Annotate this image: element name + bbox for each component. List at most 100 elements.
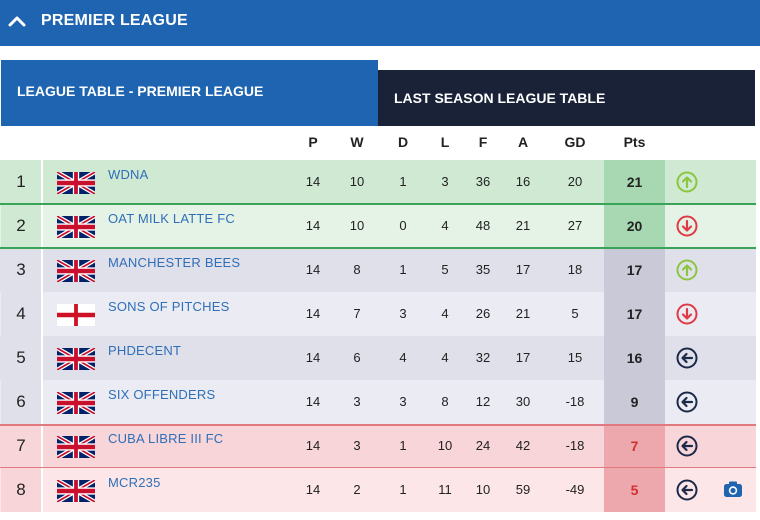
drawn-cell: 4 xyxy=(399,350,407,365)
goal-difference-cell: -18 xyxy=(565,438,585,453)
points-cell: 9 xyxy=(604,380,665,424)
competition-header[interactable]: PREMIER LEAGUE xyxy=(0,0,760,46)
team-name-link[interactable]: WDNA xyxy=(108,167,149,182)
team-name-link[interactable]: MANCHESTER BEES xyxy=(108,255,241,270)
promotion-line xyxy=(0,247,756,249)
tab-label: LAST SEASON LEAGUE TABLE xyxy=(394,90,606,106)
won-cell: 3 xyxy=(353,394,361,409)
drawn-cell: 1 xyxy=(399,174,407,189)
team-name-link[interactable]: SONS OF PITCHES xyxy=(108,299,230,314)
team-name-link[interactable]: MCR235 xyxy=(108,475,161,490)
points-cell: 16 xyxy=(604,336,665,380)
position-cell: 2 xyxy=(1,204,43,248)
up-arrow-icon xyxy=(676,259,698,281)
drawn-cell: 1 xyxy=(399,262,407,277)
table-row[interactable]: 2 OAT MILK LATTE FC 14 10 0 4 48 21 27 20 xyxy=(0,204,756,248)
down-arrow-icon xyxy=(676,215,698,237)
lost-cell: 8 xyxy=(441,394,449,409)
table-row[interactable]: 5 PHDECENT 14 6 4 4 32 17 15 16 xyxy=(0,336,756,380)
tab-label: LEAGUE TABLE - PREMIER LEAGUE xyxy=(17,83,264,99)
lost-cell: 4 xyxy=(441,350,449,365)
against-cell: 42 xyxy=(515,438,531,453)
tab-league-table[interactable]: LEAGUE TABLE - PREMIER LEAGUE xyxy=(1,60,378,126)
uk-flag-icon xyxy=(57,216,95,238)
uk-flag-icon xyxy=(57,172,95,194)
lost-cell: 3 xyxy=(441,174,449,189)
position-cell: 5 xyxy=(1,336,43,380)
column-header-drawn: D xyxy=(397,134,409,150)
drawn-cell: 3 xyxy=(399,306,407,321)
goal-difference-cell: 27 xyxy=(567,218,583,233)
column-header-won: W xyxy=(350,134,364,150)
team-name-link[interactable]: OAT MILK LATTE FC xyxy=(108,211,235,226)
position-cell: 1 xyxy=(1,160,43,204)
lost-cell: 10 xyxy=(437,438,453,453)
lost-cell: 4 xyxy=(441,218,449,233)
won-cell: 3 xyxy=(353,438,361,453)
table-row[interactable]: 6 SIX OFFENDERS 14 3 3 8 12 30 -18 9 xyxy=(0,380,756,424)
goal-difference-cell: 5 xyxy=(571,306,579,321)
won-cell: 10 xyxy=(349,218,365,233)
played-cell: 14 xyxy=(305,174,321,189)
points-cell: 20 xyxy=(604,204,665,248)
drawn-cell: 1 xyxy=(399,482,407,497)
for-cell: 24 xyxy=(475,438,491,453)
column-header-lost: L xyxy=(440,134,450,150)
column-header-goal-difference: GD xyxy=(564,134,586,150)
played-cell: 14 xyxy=(305,218,321,233)
relegation-line xyxy=(0,424,756,426)
for-cell: 32 xyxy=(475,350,491,365)
table-row[interactable]: 7 CUBA LIBRE III FC 14 3 1 10 24 42 -18 7 xyxy=(0,424,756,468)
drawn-cell: 3 xyxy=(399,394,407,409)
england-flag-icon xyxy=(57,304,95,326)
won-cell: 10 xyxy=(349,174,365,189)
lost-cell: 4 xyxy=(441,306,449,321)
for-cell: 36 xyxy=(475,174,491,189)
left-arrow-icon xyxy=(676,479,698,501)
position-cell: 3 xyxy=(1,248,43,292)
drawn-cell: 1 xyxy=(399,438,407,453)
table-row[interactable]: 1 WDNA 14 10 1 3 36 16 20 21 xyxy=(0,160,756,204)
competition-title: PREMIER LEAGUE xyxy=(41,12,188,29)
table-row[interactable]: 3 MANCHESTER BEES 14 8 1 5 35 17 18 17 xyxy=(0,248,756,292)
position-cell: 6 xyxy=(1,380,43,424)
camera-icon[interactable] xyxy=(722,479,744,499)
column-header-against: A xyxy=(517,134,529,150)
against-cell: 17 xyxy=(515,350,531,365)
for-cell: 10 xyxy=(475,482,491,497)
relegation-divider xyxy=(0,467,756,468)
uk-flag-icon xyxy=(57,260,95,282)
against-cell: 21 xyxy=(515,306,531,321)
team-name-link[interactable]: SIX OFFENDERS xyxy=(108,387,216,402)
left-arrow-icon xyxy=(676,435,698,457)
column-header-played: P xyxy=(308,134,318,150)
won-cell: 7 xyxy=(353,306,361,321)
tab-last-season[interactable]: LAST SEASON LEAGUE TABLE xyxy=(378,70,755,126)
position-cell: 8 xyxy=(1,468,43,512)
played-cell: 14 xyxy=(305,306,321,321)
chevron-up-icon[interactable] xyxy=(6,11,28,33)
position-cell: 4 xyxy=(1,292,43,336)
against-cell: 17 xyxy=(515,262,531,277)
team-name-link[interactable]: PHDECENT xyxy=(108,343,182,358)
table-row[interactable]: 8 MCR235 14 2 1 11 10 59 -49 5 xyxy=(0,468,756,512)
lost-cell: 5 xyxy=(441,262,449,277)
lost-cell: 11 xyxy=(438,482,452,497)
against-cell: 16 xyxy=(515,174,531,189)
goal-difference-cell: 20 xyxy=(567,174,583,189)
drawn-cell: 0 xyxy=(399,218,407,233)
uk-flag-icon xyxy=(57,348,95,370)
table-row[interactable]: 4 SONS OF PITCHES 14 7 3 4 26 21 5 17 xyxy=(0,292,756,336)
left-arrow-icon xyxy=(676,391,698,413)
played-cell: 14 xyxy=(305,262,321,277)
position-cell: 7 xyxy=(1,424,43,468)
column-header-points: Pts xyxy=(623,134,646,150)
goal-difference-cell: 18 xyxy=(567,262,583,277)
for-cell: 12 xyxy=(475,394,491,409)
team-name-link[interactable]: CUBA LIBRE III FC xyxy=(108,431,224,446)
points-cell: 17 xyxy=(604,292,665,336)
promotion-divider xyxy=(0,203,756,205)
for-cell: 35 xyxy=(475,262,491,277)
against-cell: 30 xyxy=(515,394,531,409)
down-arrow-icon xyxy=(676,303,698,325)
